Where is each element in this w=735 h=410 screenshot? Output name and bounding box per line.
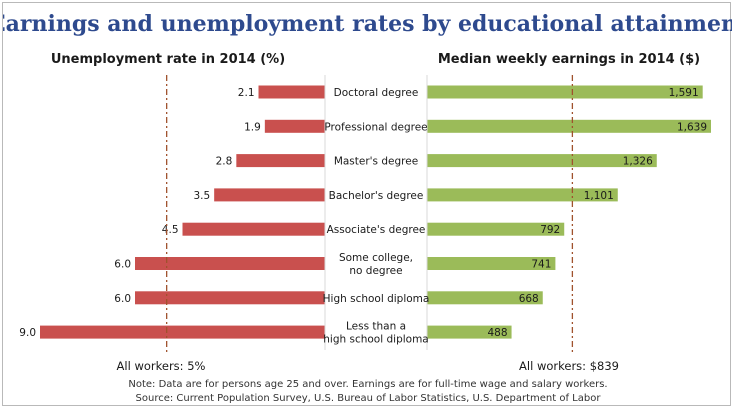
earnings-value-label: 668: [519, 293, 539, 305]
earnings-bar: [427, 325, 512, 339]
unemployment-bar: [135, 257, 325, 270]
reference-lines: [166, 75, 574, 353]
category-label: Master's degree: [334, 156, 418, 168]
unemployment-value-label: 4.5: [162, 224, 179, 236]
unemployment-bar: [182, 222, 325, 236]
earnings-bars: 1,591 1,639 1,326 1,101 792 741 668 488: [427, 85, 711, 339]
earnings-bar: [427, 154, 657, 168]
earnings-bar: [427, 222, 565, 236]
note-text: Note: Data are for persons age 25 and ov…: [128, 379, 607, 390]
unemployment-bar: [258, 85, 325, 99]
chart-canvas: Earnings and unemployment rates by educa…: [3, 11, 732, 404]
unemployment-value-label: 9.0: [19, 327, 36, 339]
chart-frame: Earnings and unemployment rates by educa…: [2, 2, 732, 406]
earnings-value-label: 1,591: [669, 87, 699, 99]
unemployment-reference-label: All workers: 5%: [117, 359, 206, 373]
category-label: Associate's degree: [327, 224, 426, 236]
unemployment-bar: [236, 154, 325, 168]
category-label: Professional degree: [324, 121, 427, 133]
earnings-value-label: 741: [531, 259, 551, 271]
earnings-bar: [427, 188, 618, 202]
category-label: High school diploma: [323, 293, 430, 305]
unemployment-value-label: 6.0: [114, 259, 131, 271]
category-label: Less than a high school diploma: [323, 321, 428, 346]
category-label: Some college, no degree: [339, 252, 413, 277]
earnings-value-label: 488: [488, 327, 508, 339]
earnings-panel-title: Median weekly earnings in 2014 ($): [438, 52, 700, 67]
earnings-reference-label: All workers: $839: [519, 359, 619, 373]
earnings-bar: [427, 257, 556, 270]
earnings-value-label: 1,101: [584, 190, 614, 202]
earnings-bar: [427, 119, 711, 133]
unemployment-value-label: 2.1: [238, 87, 255, 99]
chart-title: Earnings and unemployment rates by educa…: [3, 11, 732, 37]
unemployment-bar: [40, 325, 325, 339]
unemployment-value-label: 6.0: [114, 293, 131, 305]
unemployment-bar: [264, 119, 325, 133]
unemployment-value-label: 3.5: [193, 190, 210, 202]
unemployment-value-label: 1.9: [244, 121, 261, 133]
earnings-value-label: 792: [540, 224, 560, 236]
earnings-bar: [427, 291, 543, 305]
earnings-value-label: 1,639: [677, 121, 707, 133]
unemployment-value-label: 2.8: [216, 156, 233, 168]
earnings-bar: [427, 85, 703, 99]
category-labels: Doctoral degree Professional degree Master…: [323, 75, 430, 350]
unemployment-bar: [135, 291, 325, 305]
unemployment-bars: 2.1 1.9 2.8 3.5 4.5 6.0 6.0 9.0: [19, 85, 325, 339]
source-text: Source: Current Population Survey, U.S. …: [136, 393, 602, 404]
unemployment-bar: [214, 188, 325, 202]
category-label: Bachelor's degree: [329, 190, 424, 202]
unemployment-panel-title: Unemployment rate in 2014 (%): [51, 52, 285, 67]
earnings-value-label: 1,326: [623, 156, 653, 168]
category-label: Doctoral degree: [334, 87, 419, 99]
